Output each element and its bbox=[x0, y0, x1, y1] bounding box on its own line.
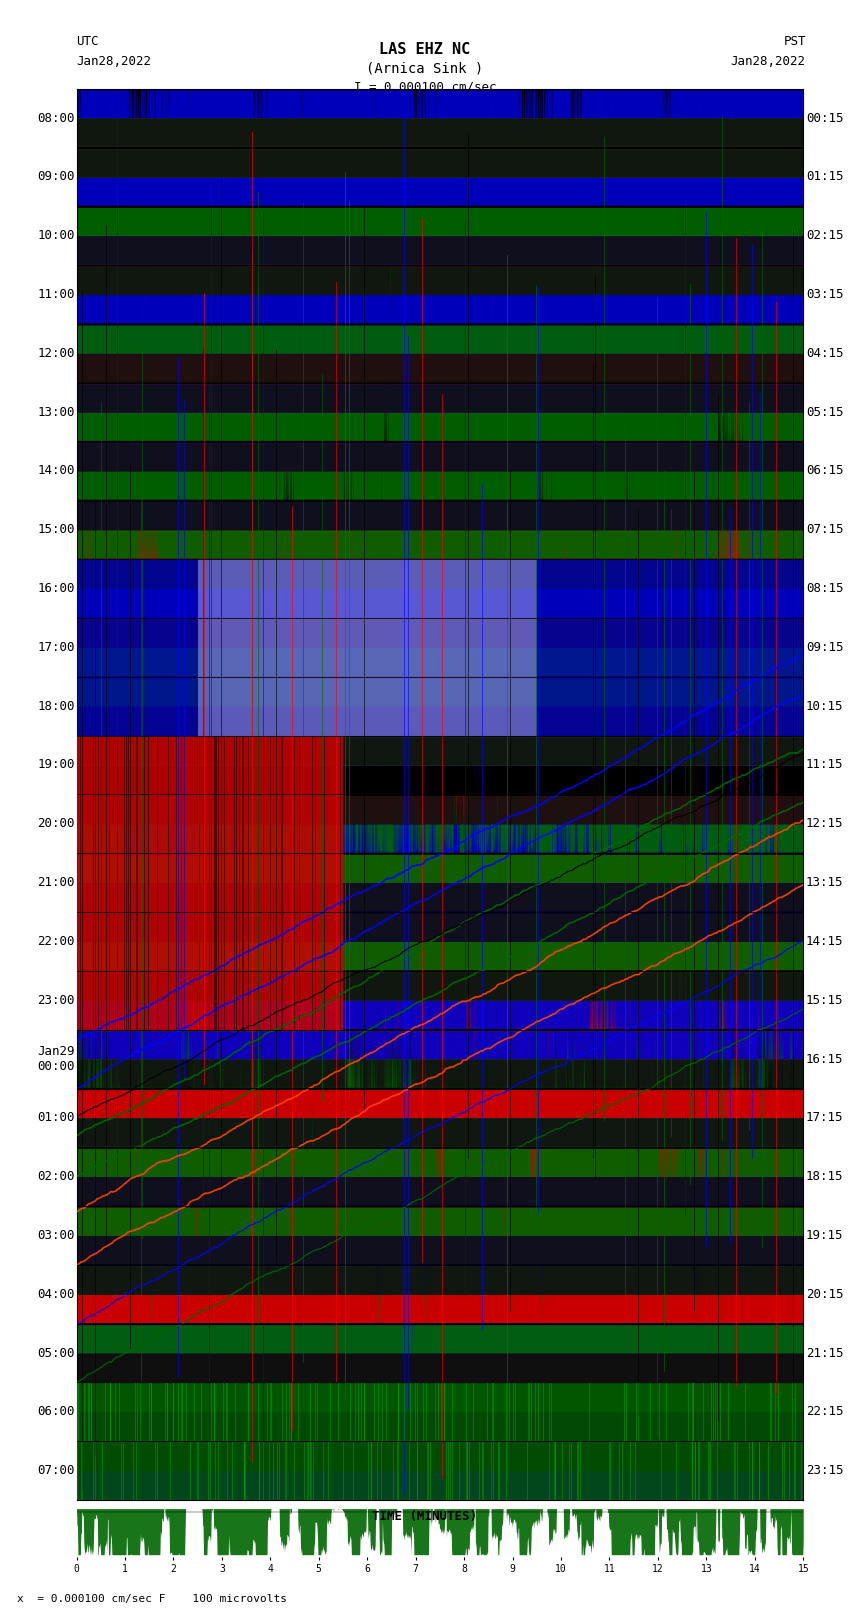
Text: 16:00: 16:00 bbox=[37, 582, 75, 595]
Text: 02:00: 02:00 bbox=[37, 1169, 75, 1184]
Bar bbox=[76, 618, 803, 677]
Bar bbox=[197, 560, 537, 736]
Text: 12:15: 12:15 bbox=[806, 818, 843, 831]
Text: 15:15: 15:15 bbox=[806, 994, 843, 1007]
Text: 06:15: 06:15 bbox=[806, 465, 843, 477]
Text: PST: PST bbox=[784, 35, 806, 48]
Text: 18:00: 18:00 bbox=[37, 700, 75, 713]
Text: Jan28,2022: Jan28,2022 bbox=[76, 55, 151, 68]
Text: 13:00: 13:00 bbox=[37, 405, 75, 419]
Text: 19:00: 19:00 bbox=[37, 758, 75, 771]
Text: 12:00: 12:00 bbox=[37, 347, 75, 360]
Text: 10:15: 10:15 bbox=[806, 700, 843, 713]
Text: 19:15: 19:15 bbox=[806, 1229, 843, 1242]
Text: 21:15: 21:15 bbox=[806, 1347, 843, 1360]
Text: LAS EHZ NC: LAS EHZ NC bbox=[379, 42, 471, 56]
Text: 09:00: 09:00 bbox=[37, 171, 75, 184]
Text: 15:00: 15:00 bbox=[37, 523, 75, 536]
Text: 21:00: 21:00 bbox=[37, 876, 75, 889]
Text: 08:00: 08:00 bbox=[37, 111, 75, 124]
Text: x  = 0.000100 cm/sec F    100 microvolts: x = 0.000100 cm/sec F 100 microvolts bbox=[17, 1594, 287, 1603]
Text: 17:00: 17:00 bbox=[37, 640, 75, 653]
Text: 23:15: 23:15 bbox=[806, 1465, 843, 1478]
Text: 07:00: 07:00 bbox=[37, 1465, 75, 1478]
Text: 09:15: 09:15 bbox=[806, 640, 843, 653]
Text: 04:00: 04:00 bbox=[37, 1287, 75, 1300]
Text: 01:00: 01:00 bbox=[37, 1111, 75, 1124]
Text: UTC: UTC bbox=[76, 35, 99, 48]
Bar bbox=[76, 1442, 803, 1500]
Text: 05:15: 05:15 bbox=[806, 405, 843, 419]
Bar bbox=[76, 677, 803, 736]
Text: 03:15: 03:15 bbox=[806, 289, 843, 302]
Text: 13:15: 13:15 bbox=[806, 876, 843, 889]
Text: TIME (MINUTES): TIME (MINUTES) bbox=[372, 1510, 478, 1523]
Text: Jan29
00:00: Jan29 00:00 bbox=[37, 1045, 75, 1073]
Text: 18:15: 18:15 bbox=[806, 1169, 843, 1184]
Text: 00:15: 00:15 bbox=[806, 111, 843, 124]
Text: 01:15: 01:15 bbox=[806, 171, 843, 184]
Text: 04:15: 04:15 bbox=[806, 347, 843, 360]
Text: 08:15: 08:15 bbox=[806, 582, 843, 595]
Text: 05:00: 05:00 bbox=[37, 1347, 75, 1360]
Text: I = 0.000100 cm/sec: I = 0.000100 cm/sec bbox=[354, 81, 496, 94]
Text: 07:15: 07:15 bbox=[806, 523, 843, 536]
Text: 03:00: 03:00 bbox=[37, 1229, 75, 1242]
Bar bbox=[76, 560, 803, 618]
Text: 23:00: 23:00 bbox=[37, 994, 75, 1007]
Text: 16:15: 16:15 bbox=[806, 1053, 843, 1066]
Text: 14:00: 14:00 bbox=[37, 465, 75, 477]
Text: 06:00: 06:00 bbox=[37, 1405, 75, 1418]
Text: 20:00: 20:00 bbox=[37, 818, 75, 831]
Bar bbox=[76, 736, 343, 1029]
Text: 22:15: 22:15 bbox=[806, 1405, 843, 1418]
Text: (Arnica Sink ): (Arnica Sink ) bbox=[366, 61, 484, 76]
Text: 14:15: 14:15 bbox=[806, 936, 843, 948]
Text: 22:00: 22:00 bbox=[37, 936, 75, 948]
Text: Jan28,2022: Jan28,2022 bbox=[731, 55, 806, 68]
Text: 20:15: 20:15 bbox=[806, 1287, 843, 1300]
Bar bbox=[76, 1382, 803, 1442]
Text: 10:00: 10:00 bbox=[37, 229, 75, 242]
Text: 17:15: 17:15 bbox=[806, 1111, 843, 1124]
Text: 11:15: 11:15 bbox=[806, 758, 843, 771]
Text: 02:15: 02:15 bbox=[806, 229, 843, 242]
Text: 11:00: 11:00 bbox=[37, 289, 75, 302]
